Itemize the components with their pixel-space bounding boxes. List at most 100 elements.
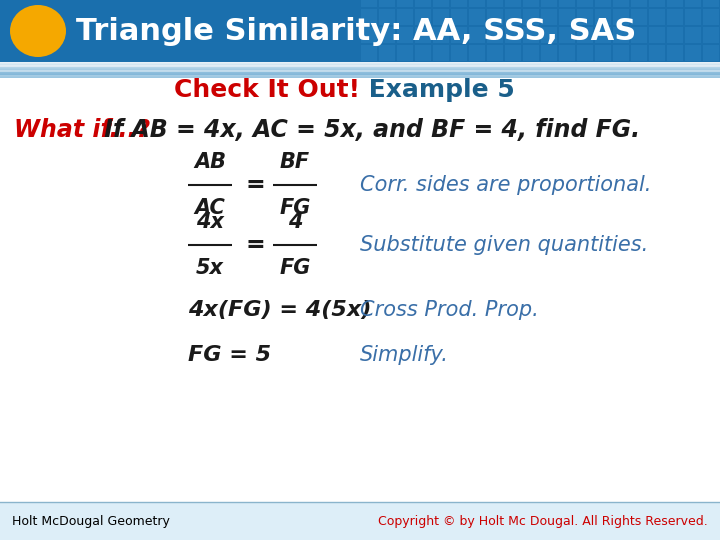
FancyBboxPatch shape bbox=[505, 0, 521, 7]
FancyBboxPatch shape bbox=[541, 27, 557, 43]
FancyBboxPatch shape bbox=[451, 27, 467, 43]
FancyBboxPatch shape bbox=[451, 45, 467, 61]
FancyBboxPatch shape bbox=[0, 77, 720, 78]
FancyBboxPatch shape bbox=[0, 72, 720, 74]
FancyBboxPatch shape bbox=[361, 0, 377, 7]
FancyBboxPatch shape bbox=[415, 9, 431, 25]
FancyBboxPatch shape bbox=[433, 0, 449, 7]
Text: Substitute given quantities.: Substitute given quantities. bbox=[360, 235, 648, 255]
FancyBboxPatch shape bbox=[577, 27, 593, 43]
Text: Check It Out!: Check It Out! bbox=[174, 78, 360, 102]
FancyBboxPatch shape bbox=[487, 27, 503, 43]
FancyBboxPatch shape bbox=[703, 27, 719, 43]
FancyBboxPatch shape bbox=[379, 0, 395, 7]
FancyBboxPatch shape bbox=[667, 9, 683, 25]
FancyBboxPatch shape bbox=[0, 63, 720, 64]
Text: AC: AC bbox=[194, 198, 225, 218]
FancyBboxPatch shape bbox=[703, 45, 719, 61]
FancyBboxPatch shape bbox=[667, 0, 683, 7]
Text: =: = bbox=[245, 233, 265, 257]
Text: FG: FG bbox=[279, 198, 311, 218]
FancyBboxPatch shape bbox=[631, 0, 647, 7]
FancyBboxPatch shape bbox=[379, 9, 395, 25]
FancyBboxPatch shape bbox=[577, 0, 593, 7]
FancyBboxPatch shape bbox=[649, 45, 665, 61]
FancyBboxPatch shape bbox=[541, 0, 557, 7]
FancyBboxPatch shape bbox=[361, 45, 377, 61]
FancyBboxPatch shape bbox=[613, 45, 629, 61]
FancyBboxPatch shape bbox=[0, 68, 720, 69]
FancyBboxPatch shape bbox=[0, 69, 720, 70]
Ellipse shape bbox=[10, 5, 66, 57]
FancyBboxPatch shape bbox=[0, 65, 720, 66]
FancyBboxPatch shape bbox=[0, 71, 720, 72]
FancyBboxPatch shape bbox=[595, 9, 611, 25]
FancyBboxPatch shape bbox=[433, 45, 449, 61]
FancyBboxPatch shape bbox=[649, 9, 665, 25]
FancyBboxPatch shape bbox=[487, 0, 503, 7]
Text: Corr. sides are proportional.: Corr. sides are proportional. bbox=[360, 175, 652, 195]
FancyBboxPatch shape bbox=[505, 9, 521, 25]
FancyBboxPatch shape bbox=[0, 76, 720, 77]
FancyBboxPatch shape bbox=[631, 9, 647, 25]
FancyBboxPatch shape bbox=[451, 0, 467, 7]
FancyBboxPatch shape bbox=[0, 62, 720, 63]
FancyBboxPatch shape bbox=[397, 0, 413, 7]
FancyBboxPatch shape bbox=[631, 27, 647, 43]
FancyBboxPatch shape bbox=[0, 73, 720, 75]
FancyBboxPatch shape bbox=[379, 27, 395, 43]
FancyBboxPatch shape bbox=[595, 45, 611, 61]
Text: If AB = 4x, AC = 5x, and BF = 4, find FG.: If AB = 4x, AC = 5x, and BF = 4, find FG… bbox=[96, 118, 640, 142]
FancyBboxPatch shape bbox=[433, 27, 449, 43]
FancyBboxPatch shape bbox=[0, 70, 720, 71]
FancyBboxPatch shape bbox=[649, 27, 665, 43]
Text: Simplify.: Simplify. bbox=[360, 345, 449, 365]
FancyBboxPatch shape bbox=[667, 27, 683, 43]
FancyBboxPatch shape bbox=[487, 9, 503, 25]
FancyBboxPatch shape bbox=[433, 9, 449, 25]
FancyBboxPatch shape bbox=[0, 74, 720, 76]
FancyBboxPatch shape bbox=[505, 45, 521, 61]
FancyBboxPatch shape bbox=[469, 27, 485, 43]
Text: 4x: 4x bbox=[196, 212, 224, 232]
FancyBboxPatch shape bbox=[505, 27, 521, 43]
Text: AB: AB bbox=[194, 152, 226, 172]
FancyBboxPatch shape bbox=[559, 9, 575, 25]
FancyBboxPatch shape bbox=[559, 45, 575, 61]
Text: 4x(FG) = 4(5x): 4x(FG) = 4(5x) bbox=[189, 300, 372, 320]
Text: FG: FG bbox=[279, 258, 311, 278]
Text: Example 5: Example 5 bbox=[360, 78, 515, 102]
FancyBboxPatch shape bbox=[379, 45, 395, 61]
FancyBboxPatch shape bbox=[415, 45, 431, 61]
FancyBboxPatch shape bbox=[0, 0, 720, 62]
FancyBboxPatch shape bbox=[0, 64, 720, 65]
FancyBboxPatch shape bbox=[613, 9, 629, 25]
FancyBboxPatch shape bbox=[523, 27, 539, 43]
FancyBboxPatch shape bbox=[397, 45, 413, 61]
Text: Triangle Similarity: AA, SSS, SAS: Triangle Similarity: AA, SSS, SAS bbox=[76, 17, 636, 45]
FancyBboxPatch shape bbox=[469, 0, 485, 7]
FancyBboxPatch shape bbox=[523, 9, 539, 25]
FancyBboxPatch shape bbox=[577, 45, 593, 61]
FancyBboxPatch shape bbox=[469, 9, 485, 25]
FancyBboxPatch shape bbox=[0, 63, 720, 64]
Text: What if...?: What if...? bbox=[14, 118, 150, 142]
FancyBboxPatch shape bbox=[0, 66, 720, 68]
FancyBboxPatch shape bbox=[685, 9, 701, 25]
FancyBboxPatch shape bbox=[0, 502, 720, 540]
FancyBboxPatch shape bbox=[487, 45, 503, 61]
FancyBboxPatch shape bbox=[595, 27, 611, 43]
FancyBboxPatch shape bbox=[613, 0, 629, 7]
FancyBboxPatch shape bbox=[361, 27, 377, 43]
FancyBboxPatch shape bbox=[613, 27, 629, 43]
FancyBboxPatch shape bbox=[0, 75, 720, 76]
Text: FG = 5: FG = 5 bbox=[189, 345, 271, 365]
FancyBboxPatch shape bbox=[631, 45, 647, 61]
FancyBboxPatch shape bbox=[397, 9, 413, 25]
FancyBboxPatch shape bbox=[649, 0, 665, 7]
Text: Holt McDougal Geometry: Holt McDougal Geometry bbox=[12, 516, 170, 529]
FancyBboxPatch shape bbox=[523, 0, 539, 7]
FancyBboxPatch shape bbox=[559, 0, 575, 7]
FancyBboxPatch shape bbox=[703, 9, 719, 25]
FancyBboxPatch shape bbox=[0, 72, 720, 73]
